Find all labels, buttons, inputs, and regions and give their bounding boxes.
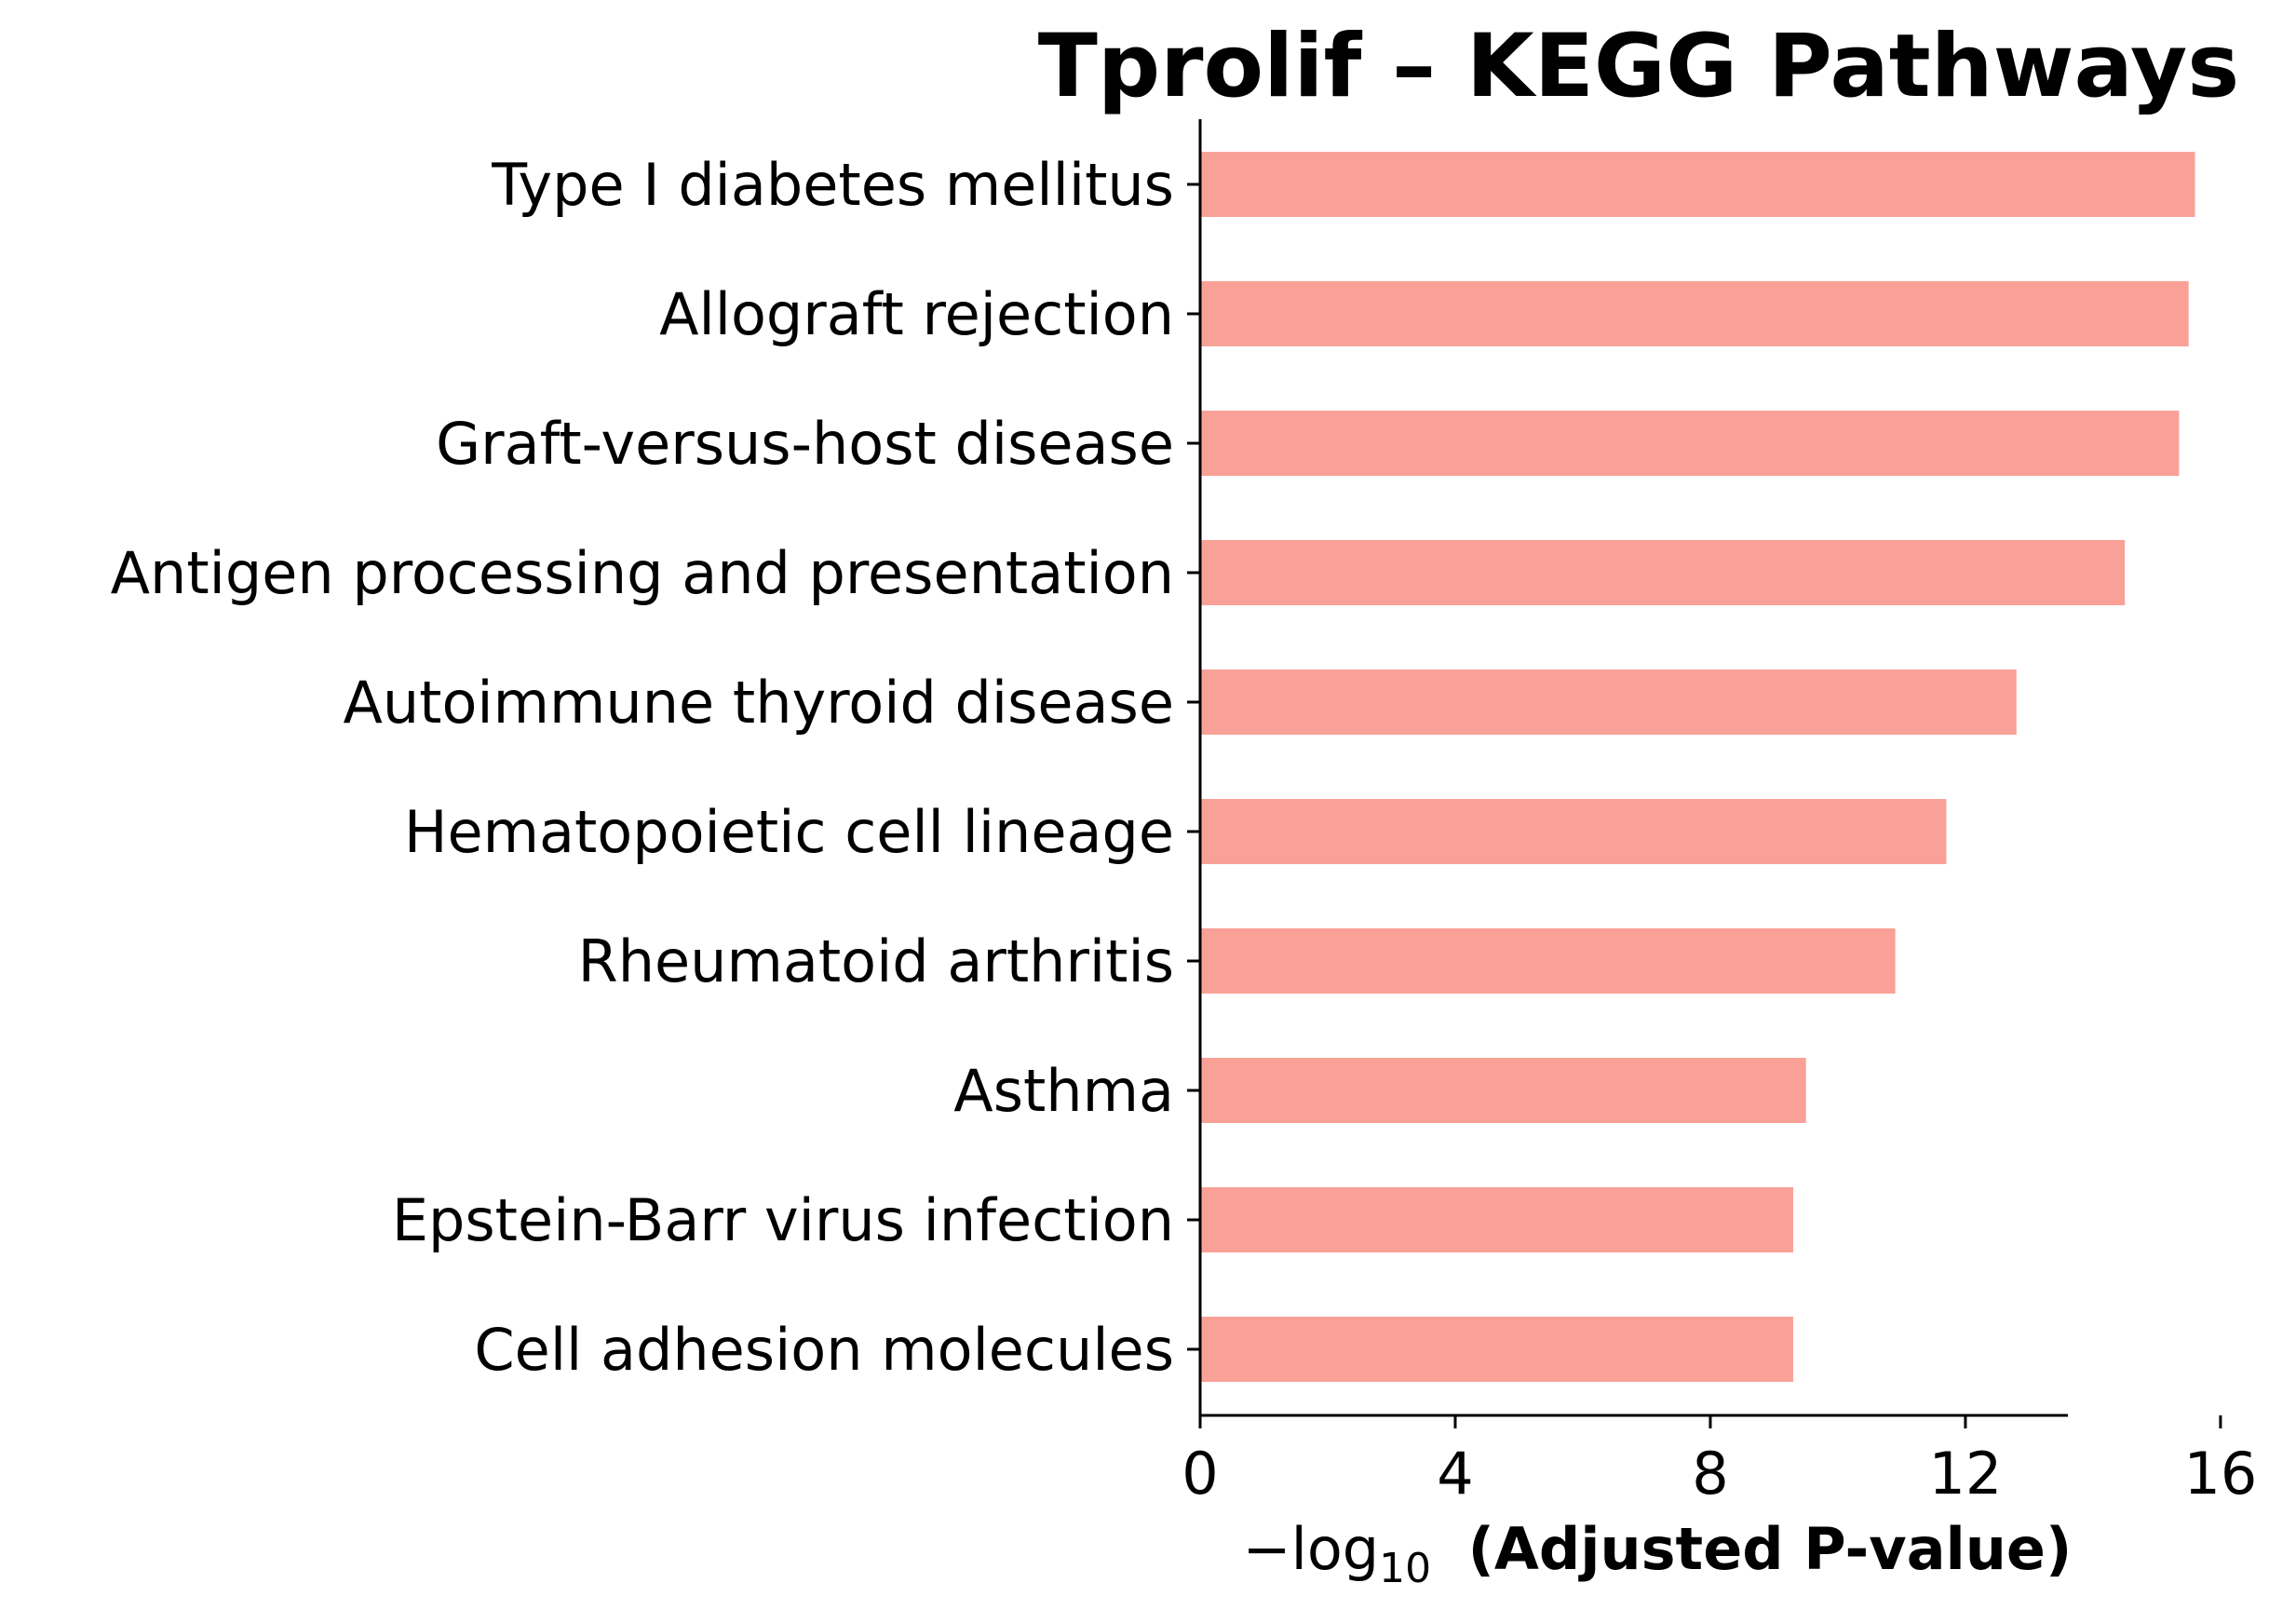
- x-tick-label: 8: [1692, 1440, 1728, 1508]
- bar-6: [1200, 799, 1947, 864]
- category-label: Antigen processing and presentation: [111, 539, 1174, 607]
- x-tick-label: 12: [1928, 1440, 2002, 1508]
- category-label: Hematopoietic cell lineage: [404, 798, 1174, 866]
- bar-7: [1200, 928, 1896, 994]
- category-label: Rheumatoid arthritis: [578, 927, 1174, 995]
- bar-5: [1200, 670, 2017, 735]
- x-tick-label: 4: [1437, 1440, 1473, 1508]
- category-label: Type I diabetes mellitus: [491, 151, 1174, 219]
- bar-4: [1200, 540, 2126, 605]
- category-label: Allograft rejection: [659, 280, 1174, 348]
- bars-group: [1200, 152, 2195, 1382]
- bar-2: [1200, 281, 2189, 346]
- bar-9: [1200, 1187, 1793, 1252]
- x-axis-ticks: 0 4 8 12 16: [1182, 183, 2257, 1508]
- x-axis-label: −log10 (Adjusted P-value): [1243, 1515, 2073, 1592]
- category-label: Autoimmune thyroid disease: [343, 669, 1174, 737]
- chart-title: Tprolif – KEGG Pathways: [1038, 16, 2239, 117]
- category-labels: Type I diabetes mellitus Allograft reject…: [111, 151, 1174, 1384]
- category-label: Cell adhesion molecules: [474, 1316, 1174, 1384]
- category-label: Asthma: [953, 1057, 1174, 1125]
- x-axis-label-subscript: 10: [1379, 1545, 1431, 1592]
- bar-8: [1200, 1058, 1806, 1123]
- x-tick-label: 16: [2183, 1440, 2257, 1508]
- x-tick-label: 0: [1182, 1440, 1218, 1508]
- bar-1: [1200, 152, 2195, 217]
- x-axis-label-prefix: −log: [1243, 1515, 1379, 1583]
- category-label: Graft-versus-host disease: [436, 410, 1174, 478]
- bar-10: [1200, 1317, 1793, 1382]
- x-axis-label-text: (Adjusted P-value): [1468, 1515, 2073, 1583]
- bar-3: [1200, 411, 2180, 476]
- category-label: Epstein-Barr virus infection: [392, 1186, 1174, 1254]
